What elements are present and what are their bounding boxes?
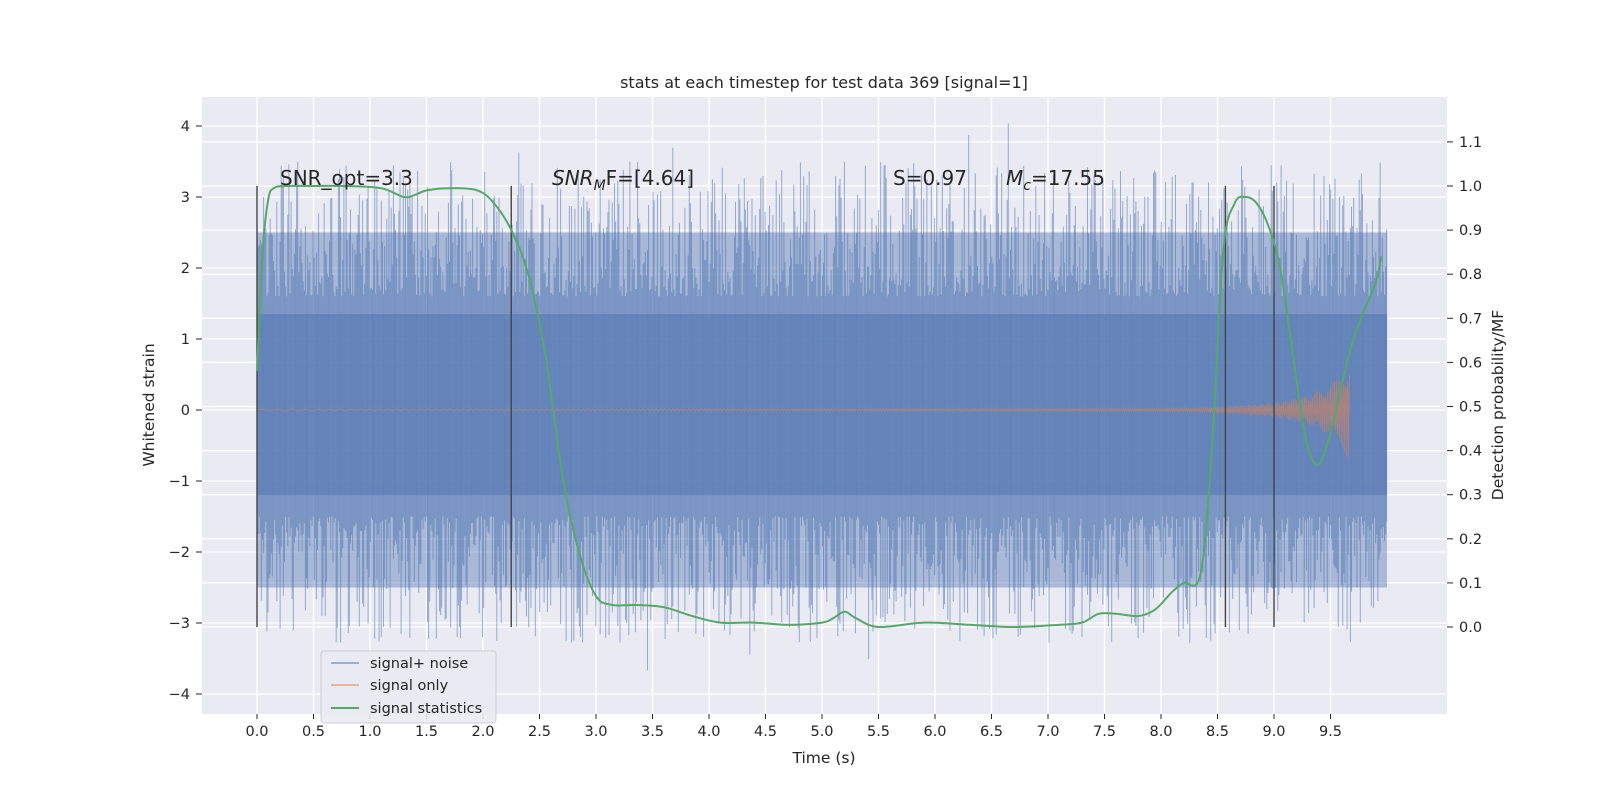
y-tick-label: 2 [181,261,190,277]
right-y-tick-label: 0.9 [1459,223,1482,239]
y-tick-label: −1 [169,474,190,490]
x-tick-label: 7.0 [1036,724,1059,740]
right-y-tick-label: 0.1 [1459,576,1482,592]
annotation-s: S=0.97 [893,166,967,190]
right-y-tick-label: 1.1 [1459,135,1482,151]
x-axis-ticks: 0.0 0.5 1.0 1.5 2.0 2.5 3.0 3.5 4.0 4.5 5.0 5.5 6.0 6… [245,714,1342,740]
right-y-axis-ticks: 1.1 1.0 0.9 0.8 0.7 0.6 0.5 0.4 0.3 0.2 0.1 0.0 [1447,135,1482,636]
legend-label-signal-statistics: signal statistics [370,701,482,717]
x-tick-label: 9.5 [1319,724,1342,740]
y-axis-ticks: 4 3 2 1 0 −1 −2 −3 −4 [169,119,202,703]
y-tick-label: −4 [169,687,190,703]
right-y-tick-label: 0.7 [1459,311,1482,327]
right-y-tick-label: 0.8 [1459,267,1482,283]
signal-statistics-line [256,184,1383,629]
y-tick-label: 3 [181,190,190,206]
right-y-tick-label: 1.0 [1459,179,1482,195]
y-tick-label: −2 [169,545,190,561]
annotations: SNR_opt=3.3 SNRMF=[4.64] S=0.97 Mc=17.55 [280,166,1105,194]
legend: signal+ noise signal only signal statist… [320,650,497,724]
x-tick-label: 7.5 [1093,724,1116,740]
x-tick-label: 1.5 [415,724,438,740]
right-y-tick-label: 0.5 [1459,400,1482,416]
legend-label-signal-noise: signal+ noise [370,656,468,672]
x-axis-label: Time (s) [791,749,855,767]
y-tick-label: 4 [181,119,190,135]
right-y-tick-label: 0.4 [1459,444,1482,460]
x-tick-label: 9.0 [1262,724,1285,740]
y-axis-label: Whitened strain [140,343,158,466]
signal-statistics-series [256,184,1383,629]
x-tick-label: 0.5 [302,724,325,740]
chart-title: stats at each timestep for test data 369… [620,73,1028,92]
x-tick-label: 6.5 [980,724,1003,740]
annotation-mc: Mc=17.55 [1006,166,1105,194]
right-y-axis-label: Detection probability/MF [1489,310,1507,501]
x-tick-label: 1.0 [358,724,381,740]
x-tick-label: 3.0 [584,724,607,740]
legend-label-signal-only: signal only [370,678,449,694]
y-tick-label: 1 [181,332,190,348]
right-y-tick-label: 0.3 [1459,488,1482,504]
x-tick-label: 4.0 [697,724,720,740]
vertical-markers [256,186,1275,627]
x-tick-label: 2.5 [528,724,551,740]
right-y-tick-label: 0.2 [1459,532,1482,548]
x-tick-label: 5.0 [810,724,833,740]
x-tick-label: 5.5 [867,724,890,740]
x-tick-label: 4.5 [754,724,777,740]
x-tick-label: 2.0 [471,724,494,740]
x-tick-label: 0.0 [245,724,268,740]
x-tick-label: 3.5 [641,724,664,740]
x-tick-label: 6.0 [923,724,946,740]
legend-box [320,650,497,724]
annotation-snr-mf: SNRMF=[4.64] [552,166,694,194]
y-tick-label: 0 [181,403,190,419]
x-tick-label: 8.5 [1206,724,1229,740]
right-y-tick-label: 0.6 [1459,355,1482,371]
y-tick-label: −3 [169,616,190,632]
right-y-tick-label: 0.0 [1459,620,1482,636]
signal-only-line [256,374,1351,460]
signal-only-series [256,374,1351,460]
annotation-snr-opt: SNR_opt=3.3 [280,166,413,190]
x-tick-label: 8.0 [1149,724,1172,740]
